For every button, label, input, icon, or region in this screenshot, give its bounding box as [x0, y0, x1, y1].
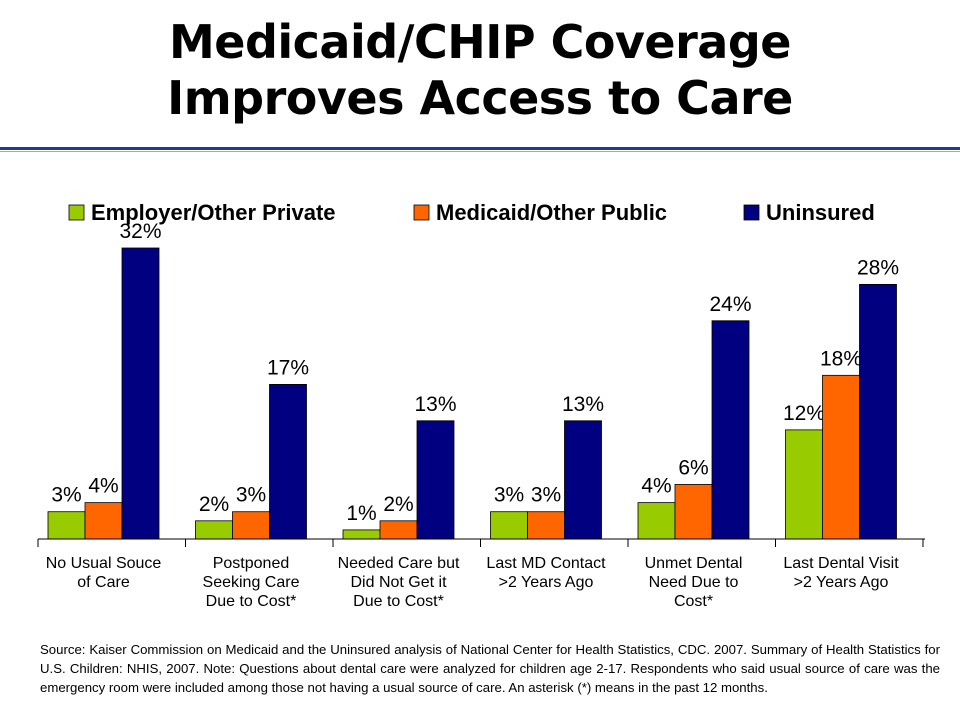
bar-employer-other-private-2	[195, 520, 233, 540]
value-label-uninsured-4: 13%	[562, 393, 604, 416]
slide-title-line-1: Medicaid/CHIP Coverage	[169, 15, 791, 69]
value-label-medicaid-other-public-6: 18%	[820, 347, 862, 370]
source-footnote: Source: Kaiser Commission on Medicaid an…	[40, 642, 940, 695]
bar-medicaid-other-public-5	[674, 484, 713, 540]
bar-uninsured-1	[121, 247, 160, 540]
bar-employer-other-private-1	[47, 511, 86, 540]
bar-employer-other-private-6	[785, 429, 823, 540]
value-label-employer-other-private-5: 4%	[641, 475, 671, 498]
chart-bars: 3% 4% 32% 2% 3% 17% 1% 2% 13% 3% 3% 13% 4% 6% 24% 12% 18…	[47, 220, 899, 540]
value-label-employer-other-private-2: 2%	[199, 493, 229, 516]
category-label-2: Postponed Seeking Care Due to Cost*	[203, 555, 300, 610]
bar-medicaid-other-public-4	[527, 511, 565, 540]
bar-medicaid-other-public-2	[232, 511, 270, 540]
value-label-uninsured-6: 28%	[857, 256, 899, 279]
legend-label-employer-other-private: Employer/Other Private	[91, 200, 336, 225]
bar-employer-other-private-4	[490, 511, 528, 540]
value-label-medicaid-other-public-3: 2%	[383, 493, 413, 516]
bar-uninsured-5	[711, 320, 750, 540]
legend-label-medicaid-other-public: Medicaid/Other Public	[436, 200, 667, 225]
bar-uninsured-3	[416, 420, 455, 540]
value-label-medicaid-other-public-4: 3%	[531, 484, 561, 507]
value-label-uninsured-2: 17%	[267, 356, 309, 379]
category-label-1: No Usual Souce of Care	[46, 555, 162, 591]
title-divider	[0, 147, 960, 150]
value-label-medicaid-other-public-2: 3%	[236, 484, 266, 507]
value-label-uninsured-3: 13%	[414, 393, 456, 416]
bar-medicaid-other-public-1	[84, 502, 123, 540]
category-label-3: Needed Care but Did Not Get it Due to Cost…	[338, 555, 460, 610]
value-label-medicaid-other-public-5: 6%	[678, 456, 708, 479]
slide-title-line-2: Improves Access to Care	[167, 71, 793, 125]
title-divider-thin	[0, 151, 960, 152]
legend-swatch-medicaid-other-public	[413, 204, 430, 221]
bar-chart: Employer/Other Private Medicaid/Other Pub…	[37, 200, 925, 610]
bar-uninsured-6	[859, 283, 897, 540]
bar-employer-other-private-3	[342, 529, 381, 540]
value-label-uninsured-5: 24%	[709, 293, 751, 316]
value-label-employer-other-private-1: 3%	[51, 484, 81, 507]
value-label-employer-other-private-6: 12%	[783, 402, 825, 425]
bar-medicaid-other-public-6	[822, 374, 860, 540]
category-label-5: Unmet Dental Need Due to Cost*	[645, 555, 743, 610]
legend-label-uninsured: Uninsured	[766, 200, 875, 225]
legend-swatch-employer-other-private	[68, 204, 85, 221]
bar-medicaid-other-public-3	[379, 520, 418, 540]
value-label-employer-other-private-3: 1%	[346, 502, 376, 525]
legend-swatch-uninsured	[743, 204, 760, 221]
value-label-employer-other-private-4: 3%	[494, 484, 524, 507]
value-label-uninsured-1: 32%	[119, 220, 161, 243]
bar-uninsured-2	[269, 384, 307, 540]
chart-legend: Employer/Other Private Medicaid/Other Pub…	[68, 200, 875, 225]
category-label-6: Last Dental Visit >2 Years Ago	[783, 555, 899, 591]
category-label-4: Last MD Contact >2 Years Ago	[486, 555, 606, 591]
bar-uninsured-4	[564, 420, 602, 540]
bar-employer-other-private-5	[637, 502, 676, 540]
slide-title: Medicaid/CHIP Coverage Improves Access t…	[0, 14, 960, 126]
value-label-medicaid-other-public-1: 4%	[88, 475, 118, 498]
chart-x-axis: No Usual Souce of Care Postponed Seeking Ca…	[37, 538, 925, 610]
